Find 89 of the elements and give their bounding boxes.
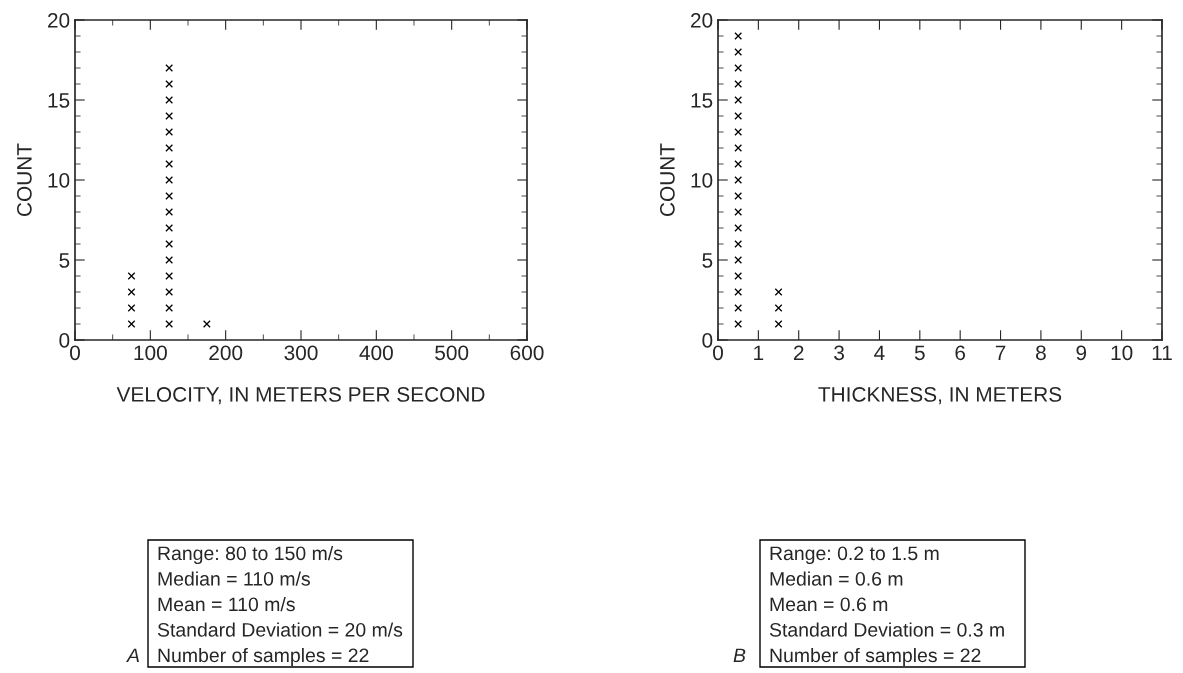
text: Mean = 110 m/s xyxy=(158,596,295,612)
y-tick-label: 0 xyxy=(59,333,70,348)
y-tick-label: 10 xyxy=(691,173,713,188)
text: Mean = 0.6 m xyxy=(770,597,888,612)
point xyxy=(734,320,743,328)
point xyxy=(774,304,783,312)
point xyxy=(165,144,174,152)
point xyxy=(734,48,743,56)
point xyxy=(165,176,174,184)
point xyxy=(734,80,743,88)
text: A xyxy=(126,648,139,663)
point xyxy=(165,96,174,104)
point xyxy=(165,80,174,88)
point xyxy=(734,272,743,280)
point xyxy=(734,96,743,104)
point xyxy=(734,32,743,40)
point xyxy=(734,256,743,264)
point xyxy=(734,64,743,72)
point xyxy=(734,176,743,184)
text: Standard Deviation = 0.3 m xyxy=(769,622,1004,637)
x-tick-label: 7 xyxy=(995,345,1006,360)
x-tick-label: 0 xyxy=(70,345,80,361)
x-tick-label: 2 xyxy=(793,345,804,360)
x-tick-label: 11 xyxy=(1152,345,1172,360)
text: Standard Deviation = 20 m/s xyxy=(157,622,403,637)
x-tick-label: 200 xyxy=(209,345,243,361)
point xyxy=(165,304,174,312)
point xyxy=(734,288,743,296)
text: B xyxy=(733,648,746,663)
x-tick-label: 1 xyxy=(754,345,764,360)
x-tick-label: 8 xyxy=(1036,345,1046,361)
point xyxy=(127,272,136,280)
x-tick-label: 600 xyxy=(510,345,544,361)
point xyxy=(734,240,743,248)
point xyxy=(165,288,174,296)
point xyxy=(202,320,211,328)
y-axis-title: COUNT xyxy=(16,143,32,216)
text: Median = 110 m/s xyxy=(158,571,310,586)
y-tick-label: 15 xyxy=(48,93,70,108)
text: Number of samples = 22 xyxy=(158,647,369,667)
point xyxy=(165,224,174,232)
point xyxy=(165,240,174,248)
point xyxy=(734,304,743,312)
point xyxy=(165,64,174,72)
point xyxy=(165,256,174,264)
y-axis-title: COUNT xyxy=(659,143,675,216)
point xyxy=(734,160,743,168)
x-tick-label: 4 xyxy=(874,345,885,360)
x-tick-label: 500 xyxy=(435,345,469,361)
point xyxy=(165,272,174,280)
x-tick-label: 100 xyxy=(134,345,167,361)
x-axis-title: THICKNESS, IN METERS xyxy=(818,387,1062,405)
point xyxy=(734,192,743,200)
text: Number of samples = 22 xyxy=(770,647,981,667)
point xyxy=(734,128,743,136)
x-tick-label: 6 xyxy=(955,345,966,361)
point xyxy=(734,112,743,120)
point xyxy=(734,208,743,216)
y-tick-label: 5 xyxy=(702,253,713,268)
point xyxy=(165,160,174,168)
y-tick-label: 0 xyxy=(702,333,713,348)
x-tick-label: 9 xyxy=(1076,345,1087,361)
point xyxy=(165,320,174,328)
x-tick-label: 0 xyxy=(713,345,723,361)
y-tick-label: 5 xyxy=(59,253,70,268)
x-axis-title: VELOCITY, IN METERS PER SECOND xyxy=(116,387,485,405)
point xyxy=(165,208,174,216)
x-tick-label: 3 xyxy=(834,345,844,361)
point xyxy=(774,320,783,328)
x-tick-label: 300 xyxy=(284,345,318,361)
y-tick-label: 20 xyxy=(48,13,70,28)
x-tick-label: 400 xyxy=(359,345,393,361)
y-tick-label: 20 xyxy=(691,13,713,28)
text: Median = 0.6 m xyxy=(770,571,903,586)
point xyxy=(127,288,136,296)
text: Range: 0.2 to 1.5 m xyxy=(770,546,939,565)
point xyxy=(127,304,136,312)
point xyxy=(734,224,743,232)
y-tick-label: 10 xyxy=(48,173,70,188)
point xyxy=(165,192,174,200)
point xyxy=(165,128,174,136)
x-tick-label: 5 xyxy=(914,345,925,361)
point xyxy=(734,144,743,152)
y-tick-label: 15 xyxy=(691,93,713,108)
point xyxy=(774,288,783,296)
text: Range: 80 to 150 m/s xyxy=(158,545,343,565)
point xyxy=(165,112,174,120)
x-tick-label: 10 xyxy=(1111,345,1133,361)
point xyxy=(127,320,136,328)
